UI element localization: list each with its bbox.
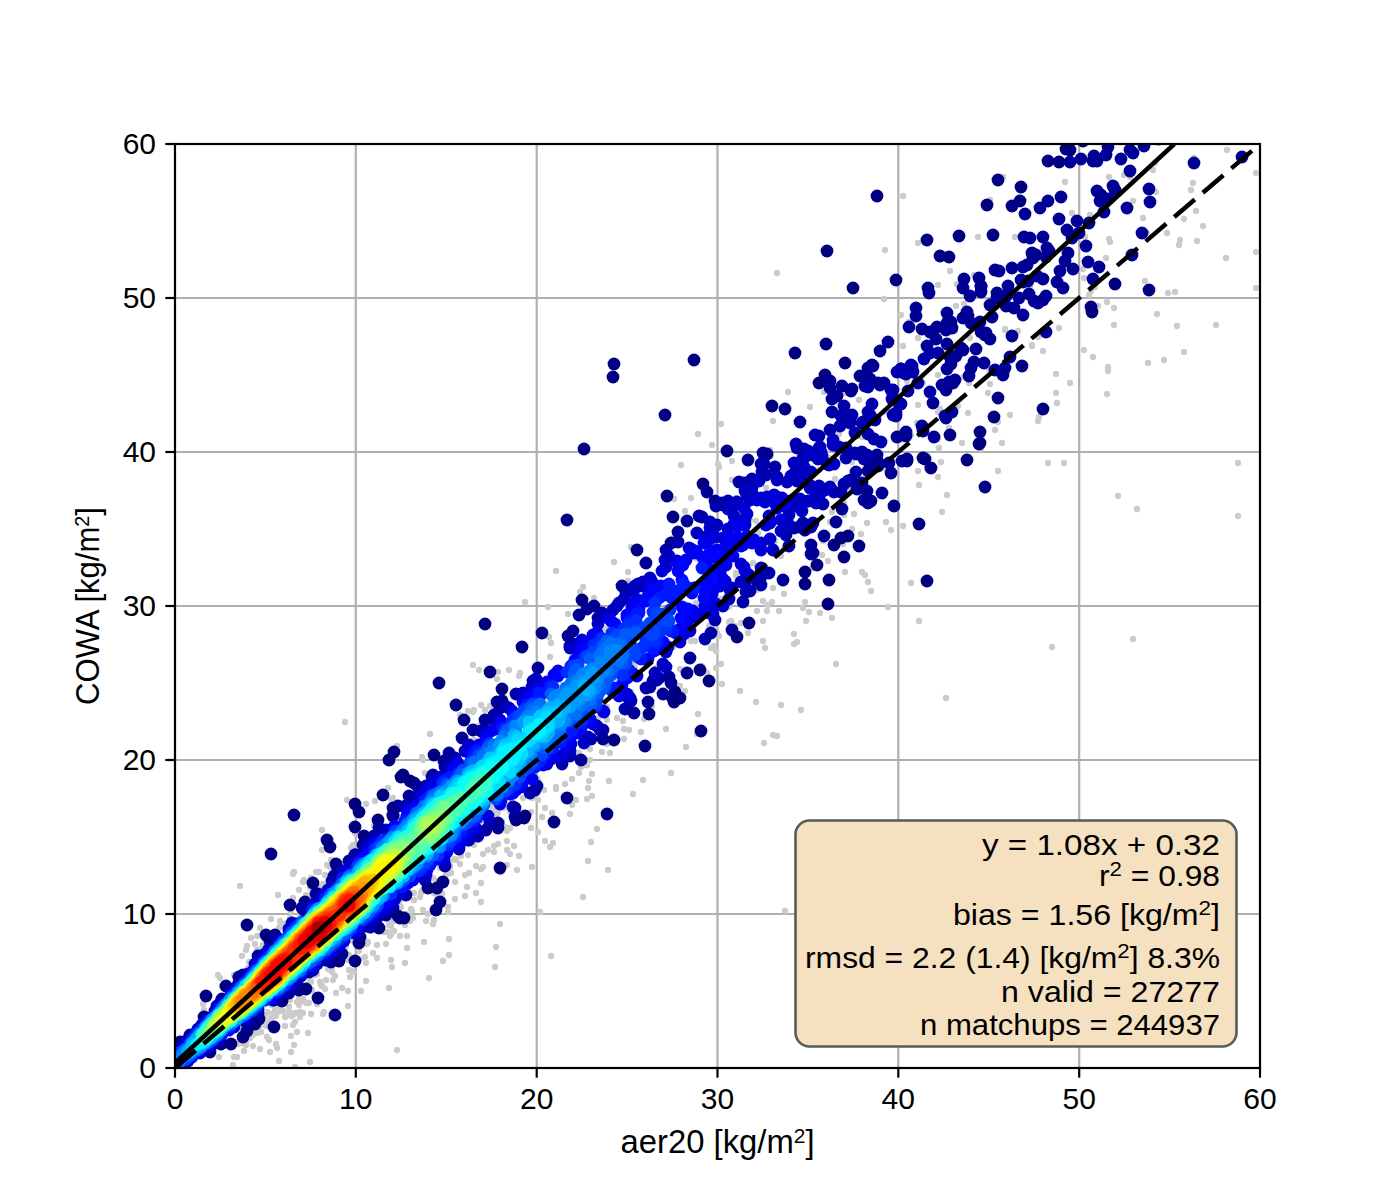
svg-text:40: 40 — [123, 435, 156, 468]
svg-text:0: 0 — [167, 1082, 184, 1115]
svg-text:20: 20 — [123, 743, 156, 776]
svg-text:10: 10 — [339, 1082, 372, 1115]
svg-text:30: 30 — [701, 1082, 734, 1115]
svg-text:50: 50 — [123, 281, 156, 314]
svg-text:60: 60 — [1243, 1082, 1276, 1115]
svg-text:bias = 1.56 [kg/m2]: bias = 1.56 [kg/m2] — [953, 896, 1220, 931]
svg-text:30: 30 — [123, 589, 156, 622]
svg-text:COWA [kg/m2]: COWA [kg/m2] — [69, 507, 106, 705]
svg-text:60: 60 — [123, 127, 156, 160]
svg-text:10: 10 — [123, 897, 156, 930]
svg-text:n valid = 27277: n valid = 27277 — [1001, 975, 1220, 1008]
svg-text:50: 50 — [1063, 1082, 1096, 1115]
svg-text:n matchups = 244937: n matchups = 244937 — [920, 1008, 1220, 1041]
svg-text:rmsd = 2.2 (1.4) [kg/m2] 8.3%: rmsd = 2.2 (1.4) [kg/m2] 8.3% — [805, 939, 1220, 974]
svg-text:aer20 [kg/m2]: aer20 [kg/m2] — [621, 1123, 815, 1160]
svg-text:20: 20 — [520, 1082, 553, 1115]
svg-text:0: 0 — [139, 1051, 156, 1084]
svg-text:y = 1.08x + 0.32: y = 1.08x + 0.32 — [982, 828, 1220, 861]
svg-text:40: 40 — [882, 1082, 915, 1115]
